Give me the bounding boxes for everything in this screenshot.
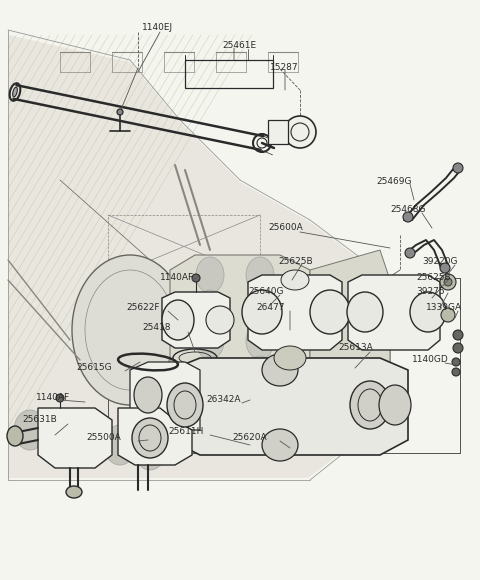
Polygon shape: [248, 275, 342, 350]
Circle shape: [56, 394, 64, 402]
Circle shape: [453, 343, 463, 353]
Ellipse shape: [167, 383, 203, 427]
Polygon shape: [170, 358, 408, 455]
Ellipse shape: [347, 292, 383, 332]
Polygon shape: [340, 380, 390, 415]
Ellipse shape: [196, 290, 224, 326]
Ellipse shape: [44, 415, 76, 455]
Ellipse shape: [132, 418, 168, 458]
Polygon shape: [170, 255, 310, 405]
Circle shape: [192, 274, 200, 282]
Text: 25640G: 25640G: [248, 288, 284, 296]
Text: 25620A: 25620A: [232, 433, 266, 443]
Text: 25625B: 25625B: [416, 274, 451, 282]
Polygon shape: [118, 408, 192, 465]
Ellipse shape: [246, 323, 274, 359]
Ellipse shape: [350, 381, 390, 429]
Text: 1140EJ: 1140EJ: [142, 24, 173, 32]
Circle shape: [440, 263, 450, 273]
Text: 25622F: 25622F: [126, 303, 159, 313]
Text: 1140AF: 1140AF: [160, 274, 194, 282]
Ellipse shape: [14, 410, 46, 450]
Ellipse shape: [196, 323, 224, 359]
Ellipse shape: [262, 429, 298, 461]
Ellipse shape: [66, 486, 82, 498]
Text: 1140GD: 1140GD: [412, 356, 449, 364]
Ellipse shape: [72, 255, 188, 405]
Ellipse shape: [379, 385, 411, 425]
Ellipse shape: [246, 257, 274, 293]
Ellipse shape: [196, 356, 224, 392]
Ellipse shape: [134, 377, 162, 413]
Ellipse shape: [206, 306, 234, 334]
Circle shape: [444, 278, 452, 286]
Text: 15287: 15287: [270, 63, 299, 71]
Bar: [268, 120, 288, 144]
Ellipse shape: [74, 420, 106, 460]
Text: 25600A: 25600A: [268, 223, 303, 233]
Text: 25418: 25418: [142, 324, 170, 332]
Ellipse shape: [310, 290, 350, 334]
Bar: [108, 278, 460, 453]
Circle shape: [453, 330, 463, 340]
Ellipse shape: [410, 292, 446, 332]
Ellipse shape: [246, 290, 274, 326]
Circle shape: [403, 212, 413, 222]
Polygon shape: [8, 35, 390, 478]
Polygon shape: [310, 250, 390, 390]
Text: 39275: 39275: [416, 288, 444, 296]
Text: 25625B: 25625B: [278, 258, 312, 266]
Ellipse shape: [262, 354, 298, 386]
Circle shape: [441, 308, 455, 322]
Circle shape: [405, 248, 415, 258]
Polygon shape: [38, 408, 112, 468]
Polygon shape: [162, 292, 230, 348]
Ellipse shape: [242, 290, 282, 334]
Text: 25631B: 25631B: [22, 415, 57, 425]
Polygon shape: [130, 362, 200, 430]
Circle shape: [453, 163, 463, 173]
Ellipse shape: [162, 300, 194, 340]
Text: 25500A: 25500A: [86, 433, 121, 443]
Ellipse shape: [196, 257, 224, 293]
Ellipse shape: [274, 346, 306, 370]
Text: 25469G: 25469G: [376, 177, 411, 187]
Text: 25468G: 25468G: [390, 205, 425, 215]
Text: 25461E: 25461E: [222, 41, 256, 49]
Text: 39220G: 39220G: [422, 258, 457, 266]
Circle shape: [440, 274, 456, 290]
Text: 25611H: 25611H: [168, 427, 204, 437]
Circle shape: [117, 109, 123, 115]
Ellipse shape: [134, 430, 166, 470]
Polygon shape: [348, 275, 440, 350]
Text: 25615G: 25615G: [76, 364, 112, 372]
Ellipse shape: [281, 270, 309, 290]
Circle shape: [452, 368, 460, 376]
Text: 25613A: 25613A: [338, 343, 373, 353]
Ellipse shape: [246, 356, 274, 392]
Text: 26342A: 26342A: [206, 396, 240, 404]
Text: 1140AF: 1140AF: [36, 393, 70, 403]
Ellipse shape: [12, 87, 17, 97]
Text: 1339GA: 1339GA: [426, 303, 462, 313]
Ellipse shape: [284, 116, 316, 148]
Bar: [108, 278, 460, 453]
Text: 26477: 26477: [256, 303, 285, 313]
Bar: [185, 60, 273, 88]
Circle shape: [452, 358, 460, 366]
Ellipse shape: [104, 425, 136, 465]
Ellipse shape: [7, 426, 23, 446]
